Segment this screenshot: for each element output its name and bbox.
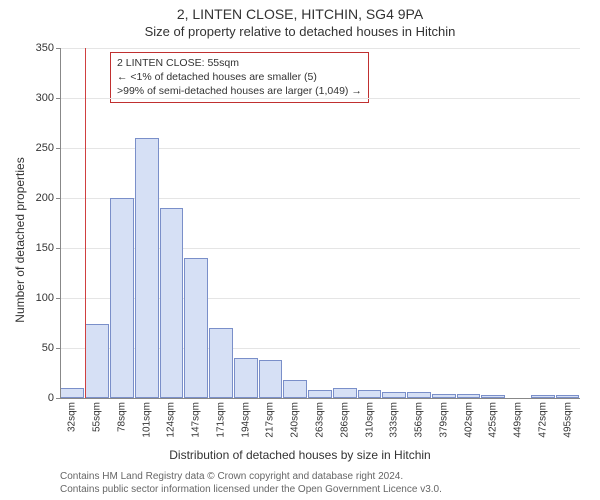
bar bbox=[209, 328, 233, 398]
y-axis bbox=[60, 48, 61, 398]
annotation-line2: ← <1% of detached houses are smaller (5) bbox=[117, 70, 362, 84]
x-tick-label: 101sqm bbox=[141, 402, 152, 438]
y-tick-label: 200 bbox=[36, 192, 54, 204]
x-tick-label: 194sqm bbox=[240, 402, 251, 438]
x-tick-label: 124sqm bbox=[166, 402, 177, 438]
x-tick-label: 449sqm bbox=[513, 402, 524, 438]
y-tick-label: 350 bbox=[36, 42, 54, 54]
x-axis bbox=[60, 398, 580, 399]
x-tick-label: 217sqm bbox=[265, 402, 276, 438]
y-tick-label: 150 bbox=[36, 242, 54, 254]
x-tick-label: 263sqm bbox=[315, 402, 326, 438]
chart-subtitle: Size of property relative to detached ho… bbox=[0, 24, 600, 39]
annotation-line1: 2 LINTEN CLOSE: 55sqm bbox=[117, 56, 362, 70]
bar bbox=[333, 388, 357, 398]
x-tick-label: 425sqm bbox=[488, 402, 499, 438]
bar bbox=[259, 360, 283, 398]
bar bbox=[308, 390, 332, 398]
y-axis-label: Number of detached properties bbox=[13, 90, 27, 390]
bar bbox=[283, 380, 307, 398]
x-tick-label: 55sqm bbox=[92, 402, 103, 432]
bar bbox=[184, 258, 208, 398]
x-tick-label: 32sqm bbox=[67, 402, 78, 432]
y-tick-label: 0 bbox=[48, 392, 54, 404]
x-tick-label: 310sqm bbox=[364, 402, 375, 438]
x-tick-label: 356sqm bbox=[414, 402, 425, 438]
x-tick-label: 240sqm bbox=[290, 402, 301, 438]
x-tick-label: 495sqm bbox=[562, 402, 573, 438]
attribution-line2: Contains public sector information licen… bbox=[60, 483, 590, 496]
bar bbox=[85, 324, 109, 398]
x-tick-label: 147sqm bbox=[191, 402, 202, 438]
y-tick-label: 100 bbox=[36, 292, 54, 304]
x-tick-label: 379sqm bbox=[438, 402, 449, 438]
annotation-line3: >99% of semi-detached houses are larger … bbox=[117, 84, 362, 98]
gridline bbox=[60, 98, 580, 99]
marker-line bbox=[85, 48, 86, 398]
bar bbox=[110, 198, 134, 398]
bar bbox=[135, 138, 159, 398]
x-tick-label: 171sqm bbox=[215, 402, 226, 438]
plot-area: 2 LINTEN CLOSE: 55sqm ← <1% of detached … bbox=[60, 48, 580, 398]
y-tick-label: 50 bbox=[42, 342, 54, 354]
attribution-line1: Contains HM Land Registry data © Crown c… bbox=[60, 470, 590, 483]
bar bbox=[160, 208, 184, 398]
annotation-box: 2 LINTEN CLOSE: 55sqm ← <1% of detached … bbox=[110, 52, 369, 103]
chart-title: 2, LINTEN CLOSE, HITCHIN, SG4 9PA bbox=[0, 6, 600, 22]
bar bbox=[234, 358, 258, 398]
y-tick-label: 300 bbox=[36, 92, 54, 104]
x-tick-label: 333sqm bbox=[389, 402, 400, 438]
x-tick-label: 472sqm bbox=[537, 402, 548, 438]
x-tick-label: 286sqm bbox=[339, 402, 350, 438]
y-tick-label: 250 bbox=[36, 142, 54, 154]
attribution: Contains HM Land Registry data © Crown c… bbox=[60, 470, 590, 496]
x-axis-label: Distribution of detached houses by size … bbox=[0, 448, 600, 462]
property-size-chart: 2, LINTEN CLOSE, HITCHIN, SG4 9PA Size o… bbox=[0, 0, 600, 500]
x-tick-label: 78sqm bbox=[116, 402, 127, 432]
bar bbox=[358, 390, 382, 398]
bar bbox=[60, 388, 84, 398]
x-tick-label: 402sqm bbox=[463, 402, 474, 438]
gridline bbox=[60, 48, 580, 49]
